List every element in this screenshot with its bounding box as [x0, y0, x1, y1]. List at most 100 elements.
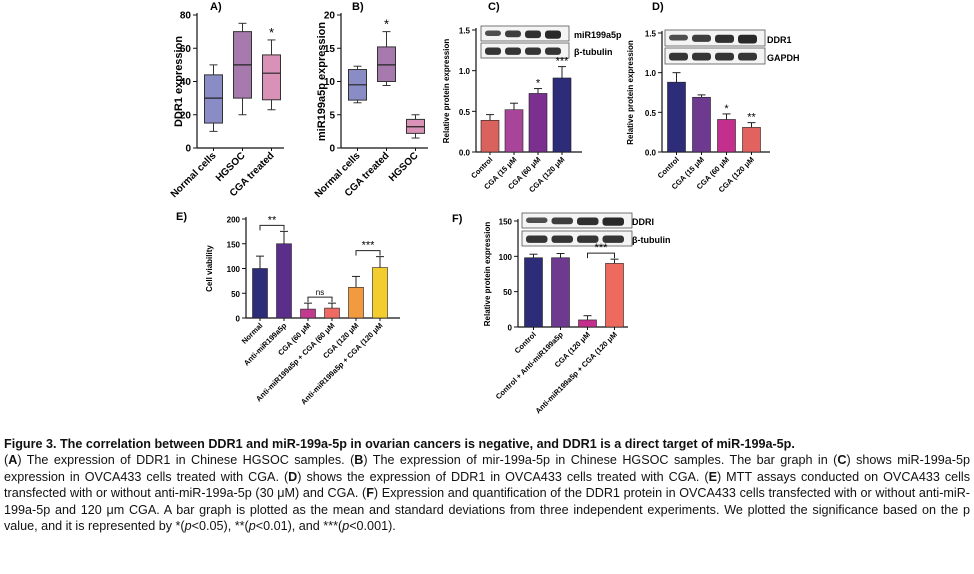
bar-4 — [605, 258, 624, 328]
y-axis-title: miR199a5p expression — [316, 22, 328, 142]
blot-band — [485, 47, 501, 55]
caption-text-f: Expression and quantification of the DDR… — [4, 486, 970, 534]
y-tick-label: 200 — [227, 216, 241, 225]
blot-label: β-tubulin — [574, 47, 612, 57]
caption-p-1: p — [184, 519, 192, 534]
panel-label-c: C) — [488, 1, 500, 13]
bracket-line — [587, 252, 615, 259]
blot-band — [526, 235, 548, 243]
bar-6 — [372, 256, 388, 319]
caption-text-e: MTT assays conducted on OVCA433 cells tr… — [4, 469, 971, 501]
y-tick-label: 1.0 — [459, 67, 471, 76]
blot-label: β-tubulin — [632, 235, 670, 245]
bar — [324, 307, 340, 319]
blot-band — [551, 217, 573, 225]
figure-panels: A) 0 20 40 60 80 DDR1 expression * Normal cells H… — [169, 1, 800, 415]
bar — [692, 96, 711, 153]
y-tick-label: 50 — [503, 288, 512, 297]
caption-p-2: p — [248, 519, 256, 534]
panel-f: F) 0 50 100 150 Relative protein expression DD… — [452, 212, 670, 415]
y-tick-label: 0.5 — [459, 108, 471, 117]
bar — [504, 109, 524, 153]
y-tick-label: 0 — [329, 144, 335, 155]
bar-2 — [504, 102, 524, 153]
caption-label-a: A — [8, 453, 18, 468]
bar — [742, 127, 761, 153]
y-tick-label: 20 — [180, 110, 192, 121]
bracket-label: *** — [595, 242, 609, 254]
y-tick-label: 100 — [499, 253, 513, 262]
bar-4: *** — [552, 56, 572, 153]
panel-d: D) 0.0 0.5 1.0 1.5 Relative protein expressio… — [626, 1, 800, 194]
caption-label-b: B — [354, 453, 364, 468]
y-tick-label: 0 — [236, 315, 241, 324]
bar — [578, 319, 597, 328]
blot-band — [545, 47, 561, 55]
significance-bracket-3: *** — [355, 240, 381, 256]
y-axis-title: Relative protein expression — [483, 222, 492, 327]
blot-band — [738, 34, 757, 44]
bar-3: * — [717, 103, 736, 153]
bar-1 — [667, 72, 686, 153]
blot-band — [715, 52, 734, 61]
significance-bracket-1: ** — [259, 214, 285, 231]
blot-band — [545, 30, 561, 39]
y-tick-label: 1.5 — [459, 27, 471, 36]
x-tick-label: Normal cells — [169, 150, 219, 200]
box-1 — [204, 64, 223, 132]
y-tick-label: 50 — [231, 290, 240, 299]
significance-bracket-2: ns — [307, 288, 333, 303]
caption-label-d: D — [288, 469, 298, 484]
x-tick-label: Control — [513, 330, 538, 355]
y-tick-label: 0.0 — [459, 149, 471, 158]
bar — [551, 257, 570, 328]
box-body — [204, 74, 223, 124]
bar — [524, 257, 543, 328]
bracket-line — [355, 250, 381, 256]
panel-label-e: E) — [176, 211, 187, 223]
y-tick-label: 10 — [324, 77, 336, 88]
bar-3 — [300, 302, 316, 319]
box-body — [377, 46, 396, 82]
blot-band — [577, 235, 599, 243]
bar — [552, 77, 572, 153]
significance-mark: * — [269, 25, 274, 40]
y-axis-title: DDR1 expression — [173, 36, 185, 127]
box-3 — [406, 114, 425, 139]
bar — [667, 81, 686, 153]
panel-label-d: D) — [652, 1, 664, 13]
significance-mark: * — [536, 78, 541, 90]
bar-5 — [348, 275, 364, 319]
blot-band — [602, 235, 624, 243]
blot-band — [505, 30, 521, 38]
y-tick-label: 0 — [508, 324, 513, 333]
bar — [276, 243, 292, 319]
y-tick-label: 5 — [329, 110, 335, 121]
caption-label-e: E — [708, 469, 717, 484]
y-tick-label: 1.0 — [645, 69, 657, 78]
y-tick-label: 0.5 — [645, 109, 657, 118]
bar-1 — [480, 114, 500, 153]
bar-4: ** — [742, 112, 761, 153]
bar — [717, 119, 736, 153]
y-tick-label: 0 — [185, 144, 191, 155]
y-axis-title: Relative protein expression — [626, 40, 635, 145]
bar — [348, 287, 364, 319]
blot-band — [669, 52, 688, 61]
bar — [372, 267, 388, 319]
caption-text-c: shows miR-199a-5p expression in OVCA433 … — [4, 453, 970, 484]
box-3: * — [262, 25, 281, 111]
y-tick-label: 1.5 — [645, 30, 657, 39]
blot-band — [525, 30, 541, 39]
panel-c: C) 0.0 0.5 1.0 1.5 Relative protein expressio… — [442, 1, 622, 194]
blot-band — [692, 34, 711, 42]
significance-mark: * — [724, 103, 729, 115]
y-axis-title: Cell viability — [205, 245, 214, 292]
blot-label: DDR1 — [767, 35, 792, 45]
caption-text-a: The expression of DDR1 in Chinese HGSOC … — [21, 453, 355, 468]
caption-t-3: <0.001). — [349, 519, 396, 534]
bracket-line — [259, 224, 285, 231]
blot-band — [669, 34, 688, 41]
